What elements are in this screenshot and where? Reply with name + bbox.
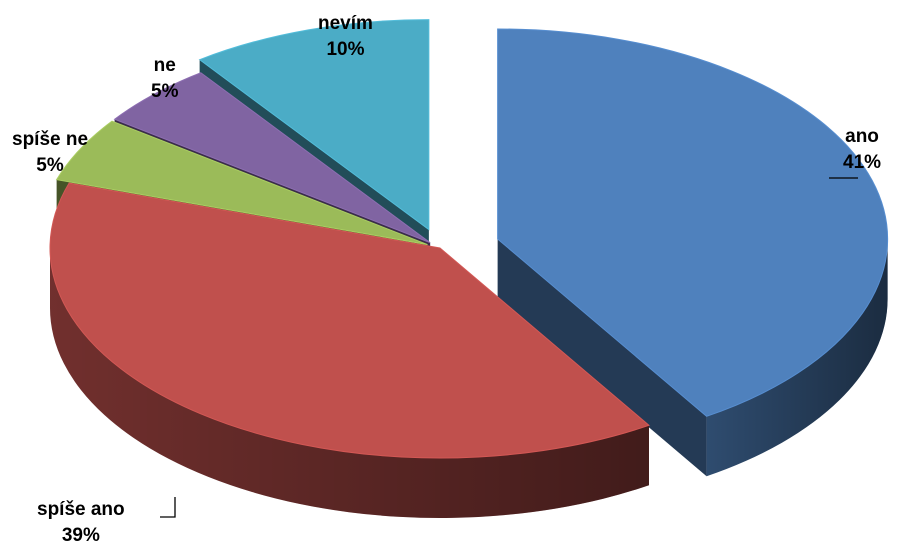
- slice-label-ano: ano 41%: [843, 124, 881, 176]
- leader-line-spise-ano: [160, 497, 176, 518]
- slice-value-ne: 5%: [151, 81, 179, 102]
- slice-label-nevim: nevím 10%: [318, 11, 373, 63]
- slice-name-ano: ano: [845, 126, 879, 147]
- slice-name-ne: ne: [153, 55, 176, 76]
- slice-value-ano: 41%: [843, 152, 882, 173]
- slice-label-spise-ano: spíše ano 39%: [37, 497, 125, 549]
- slice-value-nevim: 10%: [326, 39, 365, 60]
- slice-label-spise-ne: spíše ne 5%: [12, 127, 88, 179]
- pie-slice-ano: [497, 28, 889, 477]
- slice-label-ne: ne 5%: [151, 53, 178, 105]
- slice-name-spise-ne: spíše ne: [12, 129, 89, 150]
- slice-value-spise-ne: 5%: [36, 155, 64, 176]
- pie-slice-spise-ano: [49, 182, 650, 518]
- slice-value-spise-ano: 39%: [61, 525, 100, 546]
- slice-name-nevim: nevím: [318, 13, 373, 34]
- slice-name-spise-ano: spíše ano: [37, 499, 125, 520]
